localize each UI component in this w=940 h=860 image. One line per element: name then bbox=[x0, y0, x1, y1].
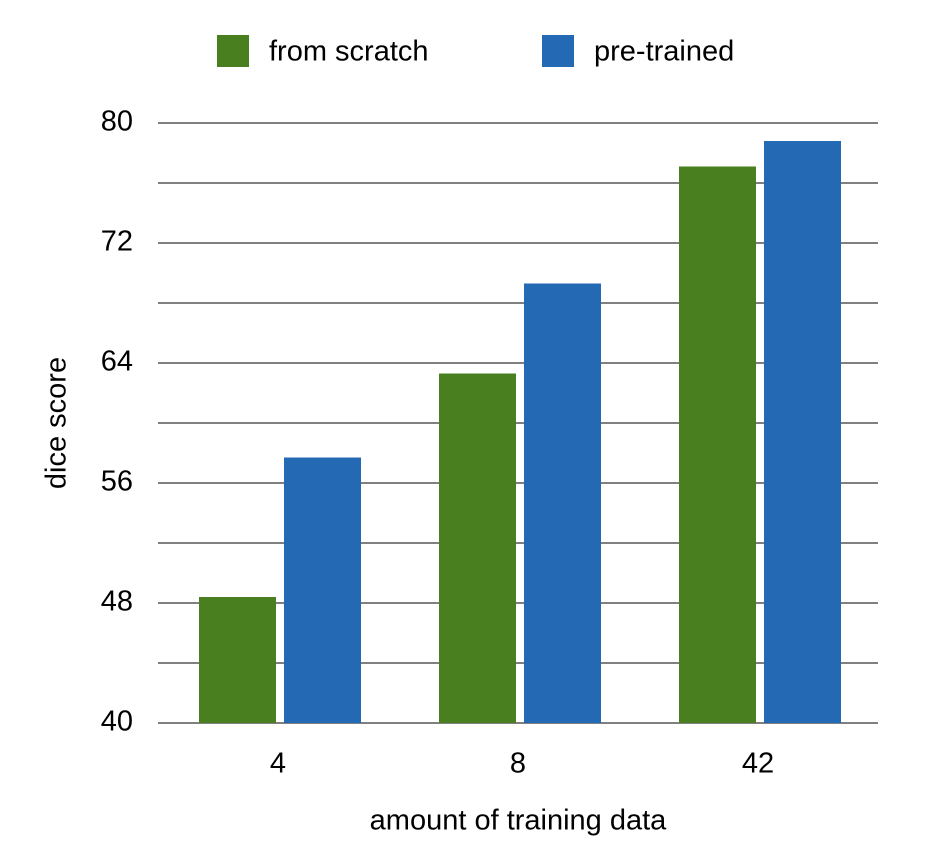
bar bbox=[199, 597, 276, 723]
x-tick-label: 42 bbox=[742, 748, 774, 780]
legend-swatch bbox=[217, 35, 249, 67]
y-tick-label: 64 bbox=[101, 346, 133, 378]
bar bbox=[284, 457, 361, 723]
x-tick-label: 4 bbox=[270, 748, 286, 780]
x-axis-label: amount of training data bbox=[370, 805, 668, 837]
y-tick-label: 40 bbox=[101, 706, 133, 738]
y-tick-label: 48 bbox=[101, 586, 133, 618]
bar bbox=[524, 283, 601, 723]
legend-label: pre-trained bbox=[594, 36, 734, 68]
bar bbox=[679, 166, 756, 723]
y-tick-label: 56 bbox=[101, 466, 133, 498]
bar bbox=[764, 141, 841, 723]
legend-swatch bbox=[542, 35, 574, 67]
y-tick-label: 80 bbox=[101, 106, 133, 138]
y-tick-label: 72 bbox=[101, 226, 133, 258]
y-axis-label: dice score bbox=[41, 357, 73, 489]
bar bbox=[439, 373, 516, 723]
x-tick-label: 8 bbox=[510, 748, 526, 780]
legend-label: from scratch bbox=[269, 36, 429, 68]
